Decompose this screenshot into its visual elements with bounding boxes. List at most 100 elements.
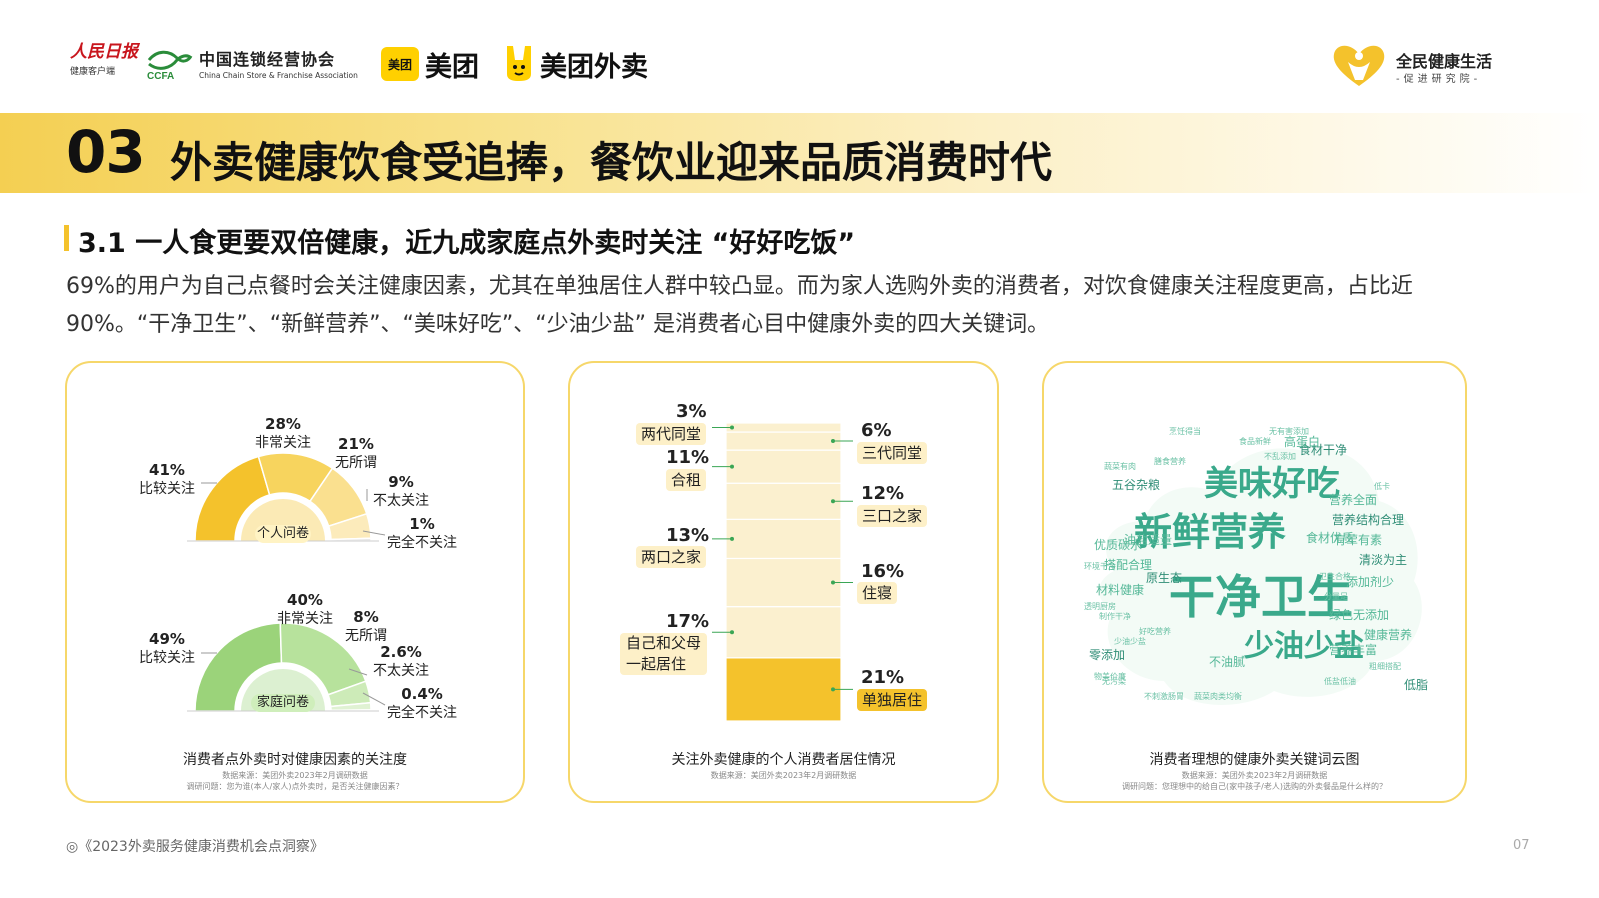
cloud-word-big-3: 少油少盐 bbox=[1244, 629, 1364, 664]
cloud-word-small-18: 好吃营养 bbox=[1139, 627, 1171, 636]
cloud-word-small-6: 粗细搭配 bbox=[1369, 662, 1401, 671]
cloud-word-mid-2: 不油腻 bbox=[1209, 655, 1246, 669]
stack-pct-sankou: 12% bbox=[861, 483, 905, 504]
stack-pct-zhuqin: 16% bbox=[861, 561, 905, 582]
donut2-label-3: 2.6% 不太关注 bbox=[373, 643, 429, 679]
cloud-word-mid-6: 清淡为主 bbox=[1359, 553, 1408, 567]
panel-health-concern: 41% 比较关注 28% 非常关注 21% 无所谓 9% 不太关注 1% 完全不关注 个人… bbox=[65, 361, 525, 803]
leader-line-2 bbox=[362, 530, 386, 536]
donut-charts bbox=[187, 452, 386, 712]
stack-pct-sandai: 6% bbox=[861, 420, 892, 441]
people-daily-logo-text: 人民日报 bbox=[70, 42, 138, 62]
cloud-word-mid-0: 食材干净 bbox=[1299, 443, 1348, 457]
cloud-word-mid-5: 营养全面 bbox=[1329, 493, 1378, 507]
cloud-word-small-2: 蔬菜肉类均衡 bbox=[1194, 692, 1242, 701]
stack-label-zhuqin: 住寝 bbox=[857, 582, 898, 604]
meituan-logo-text: 美团 bbox=[425, 52, 479, 83]
stack-segment-0 bbox=[725, 657, 842, 722]
stack-label-fumu: 自己和父母 一起居住 bbox=[620, 633, 708, 675]
panel1-question: 调研问题：您为谁(本人/家人)点外卖时，是否关注健康因素？ bbox=[186, 782, 404, 791]
cloud-word-mid-18: 低脂 bbox=[1404, 678, 1429, 692]
cloud-word-mid-10: 有荤有素 bbox=[1334, 533, 1383, 547]
ccfa-name-cn: 中国连锁经营协会 bbox=[199, 50, 336, 69]
people-daily-logo-sub: 健康客户端 bbox=[70, 67, 116, 77]
cloud-word-big-2: 美味好吃 bbox=[1204, 464, 1340, 504]
cloud-word-mid-8: 添加剂少 bbox=[1346, 575, 1395, 589]
cloud-word-mid-11: 绿色无添加 bbox=[1329, 608, 1390, 622]
meituan-box-logo: 美团 bbox=[381, 47, 419, 81]
donut1-label-0: 41% 比较关注 bbox=[139, 461, 195, 497]
donut2-label-1: 40% 非常关注 bbox=[277, 591, 333, 627]
cloud-word-mid-4: 材料健康 bbox=[1096, 583, 1145, 597]
panel1-caption: 消费者点外卖时对健康因素的关注度 bbox=[183, 752, 407, 768]
stack-pct-dandu: 21% bbox=[861, 667, 905, 688]
donut2-center-label: 家庭问卷 bbox=[251, 694, 315, 712]
cloud-word-small-12: 烹饪得当 bbox=[1169, 427, 1201, 436]
quanmin-health-logo: 全民健康生活 -促进研究院- bbox=[1330, 42, 1510, 88]
stack-label-dandu: 单独居住 bbox=[857, 689, 928, 711]
cloud-word-small-14: 不乱添加 bbox=[1264, 452, 1296, 461]
stack-pct-liangkou: 13% bbox=[666, 525, 710, 546]
stack-label-sankou: 三口之家 bbox=[857, 505, 928, 527]
stack-label-liangdai: 两代同堂 bbox=[636, 423, 707, 445]
quanmin-logo-title: 全民健康生活 bbox=[1396, 52, 1493, 71]
stack-pct-liangdai: 3% bbox=[676, 401, 707, 422]
stack-segment-6 bbox=[725, 431, 842, 451]
panel3-question: 调研问题：您理想中的给自己(家中孩子/老人)选购的外卖餐品是什么样的？ bbox=[1122, 782, 1387, 791]
title-band bbox=[0, 113, 1599, 193]
stack-pct-hezu: 11% bbox=[666, 447, 710, 468]
people-daily-logo: 人民日报 健康客户端 bbox=[70, 42, 138, 84]
word-cloud: 干净卫生 新鲜营养 美味好吃 少油少盐 食材干净 营养丰富 不油腻 原生态 材料健康 营养全面 清淡… bbox=[1074, 421, 1439, 731]
cloud-word-mid-3: 原生态 bbox=[1146, 571, 1183, 585]
cloud-word-mid-1: 营养丰富 bbox=[1329, 643, 1378, 657]
panel1-source: 数据来源：美团外卖2023年2月调研数据 bbox=[222, 771, 368, 780]
cloud-word-small-4: 少油少盐 bbox=[1114, 637, 1146, 646]
section-title: 外卖健康饮食受追捧，餐饮业迎来品质消费时代 bbox=[170, 138, 1053, 187]
ccfa-mark-text: CCFA bbox=[147, 71, 174, 80]
stack-label-hezu: 合租 bbox=[666, 469, 707, 491]
stack-segment-7 bbox=[725, 422, 842, 433]
stack-segment-2 bbox=[725, 557, 842, 608]
cloud-word-small-3: 低盐低油 bbox=[1324, 677, 1356, 686]
quanmin-logo-sub: -促进研究院- bbox=[1396, 74, 1482, 85]
stack-segment-1 bbox=[725, 606, 842, 659]
meituan-waimai-logo-text: 美团外卖 bbox=[540, 52, 648, 83]
cloud-word-small-17: 制作干净 bbox=[1099, 612, 1131, 621]
panel-word-cloud: 干净卫生 新鲜营养 美味好吃 少油少盐 食材干净 营养丰富 不油腻 原生态 材料健康 营养全面 清淡… bbox=[1042, 361, 1467, 803]
cloud-word-mid-16: 搭配合理 bbox=[1104, 558, 1153, 572]
ccfa-name-en: China Chain Store & Franchise Associatio… bbox=[199, 71, 358, 80]
subtitle-accent-bar bbox=[64, 225, 69, 251]
intro-paragraph: 69%的用户为自己点餐时会关注健康因素，尤其在单独居住人群中较凸显。而为家人选购… bbox=[66, 274, 1413, 337]
donut2-label-0: 49% 比较关注 bbox=[139, 630, 195, 666]
cloud-word-mid-9: 营养结构合理 bbox=[1332, 513, 1405, 527]
stack-label-liangkou: 两口之家 bbox=[636, 546, 707, 568]
cloud-word-small-15: 卫生合格 bbox=[1319, 572, 1351, 581]
donut1-label-3: 9% 不太关注 bbox=[373, 473, 429, 509]
cloud-word-big-1: 新鲜营养 bbox=[1134, 510, 1287, 554]
donut2-slice-0 bbox=[194, 622, 283, 712]
cloud-shape bbox=[1099, 448, 1422, 705]
cloud-word-small-13: 蔬菜有肉 bbox=[1104, 462, 1136, 471]
cloud-word-mid-19: 高蛋白 bbox=[1284, 435, 1321, 449]
cloud-word-mid-13: 优质碳水 bbox=[1094, 538, 1143, 552]
cloud-word-small-0: 无污染 bbox=[1102, 677, 1126, 686]
donut1-center-label: 个人问卷 bbox=[255, 525, 311, 543]
panel3-caption: 消费者理想的健康外卖关键词云图 bbox=[1149, 752, 1360, 768]
leader-line-4 bbox=[348, 668, 368, 676]
leader-line-5 bbox=[362, 692, 386, 706]
donut1-label-1: 28% 非常关注 bbox=[255, 415, 311, 451]
ccfa-mark-icon: CCFA bbox=[147, 50, 193, 80]
cloud-word-mid-17: 健康营养 bbox=[1364, 628, 1413, 642]
cloud-word-small-8: 食品新鲜 bbox=[1239, 437, 1271, 446]
panel3-source: 数据来源：美团外卖2023年2月调研数据 bbox=[1181, 771, 1328, 780]
report-title-footer: ◎《2023外卖服务健康消费机会点洞察》 bbox=[66, 839, 324, 855]
subsection-title: 3.1 一人食更要双倍健康，近九成家庭点外卖时关注 “好好吃饭” bbox=[78, 228, 856, 259]
cloud-word-small-1: 不刺激肠胃 bbox=[1144, 692, 1184, 701]
section-number: 03 bbox=[66, 118, 146, 186]
stacked-bar-chart bbox=[712, 422, 853, 722]
page-number: 07 bbox=[1513, 838, 1530, 853]
donut2-label-2: 8% 无所谓 bbox=[345, 608, 387, 644]
panel2-source: 数据来源：美团外卖2023年2月调研数据 bbox=[710, 771, 857, 780]
stack-segment-4 bbox=[725, 482, 842, 520]
stack-label-sandai: 三代同堂 bbox=[857, 442, 928, 464]
